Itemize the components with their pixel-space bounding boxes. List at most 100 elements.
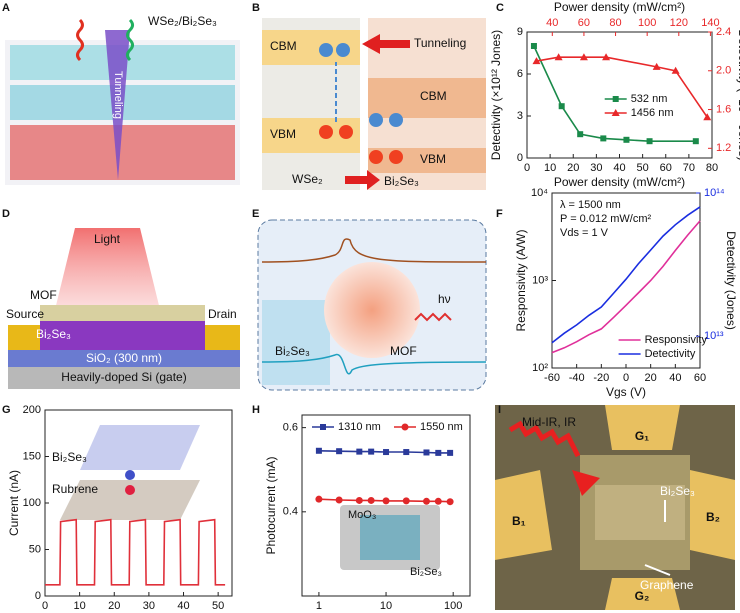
marker	[403, 449, 410, 456]
series-line	[551, 220, 701, 354]
legend-label: 1456 nm	[631, 107, 674, 119]
panel-letter: C	[496, 2, 504, 14]
electrode	[605, 578, 680, 610]
label: B₂	[706, 510, 720, 524]
legend-label: 1550 nm	[420, 421, 463, 433]
label: Heavily-doped Si (gate)	[61, 370, 186, 384]
marker	[671, 66, 680, 74]
x-tick-label: 100	[444, 600, 462, 612]
x-tick-label: 20	[567, 162, 579, 174]
marker	[447, 449, 454, 456]
electron	[319, 43, 333, 57]
y-tick-label: 0	[35, 590, 41, 602]
light-wave	[76, 18, 84, 62]
x-tick-label: 40	[613, 162, 625, 174]
label: SiO₂ (300 nm)	[86, 351, 162, 365]
x-tick-label: 50	[637, 162, 649, 174]
y-tick-label: 6	[517, 68, 523, 80]
x-tick-label: 1	[316, 600, 322, 612]
electron	[389, 113, 403, 127]
annotation: λ = 1500 nm	[560, 199, 621, 211]
y-axis-label: Detectivity (×10¹² Jones)	[489, 30, 503, 160]
x-tick-label: 0	[42, 600, 48, 612]
y-tick-label: 100	[23, 497, 41, 509]
x-tick-label: 30	[143, 600, 155, 612]
photon	[414, 312, 452, 322]
label: Bi₂Se₃	[384, 174, 419, 188]
marker	[600, 135, 607, 142]
x-axis-label: Power density (mW/cm²)	[554, 175, 685, 189]
panel-b: B CBM Tunneling VBM CBM VBM WSe₂ Bi₂Se₃	[252, 2, 486, 190]
x-tick-label: 60	[660, 162, 672, 174]
electrode	[690, 470, 735, 560]
marker	[532, 57, 541, 65]
y-axis-label: Photocurrent (mA)	[264, 456, 278, 554]
annotation: Vds = 1 V	[560, 227, 609, 239]
marker	[315, 447, 322, 454]
label: Bi₂Se₃	[275, 344, 310, 358]
inset-lattice	[60, 480, 200, 520]
label: Light	[94, 232, 121, 246]
x-tick-label: 60	[694, 372, 706, 384]
marker	[368, 448, 375, 455]
y-axis-label: Responsivity (A/W)	[514, 229, 528, 331]
series-line	[551, 206, 701, 344]
y-tick-label: 0	[517, 152, 523, 164]
label: WSe₂	[292, 172, 323, 186]
sio2	[8, 350, 240, 367]
x-tick-label: 30	[590, 162, 602, 174]
y2-tick-label: 2.0	[716, 65, 731, 77]
marker	[446, 498, 454, 506]
label: Mid-IR, IR	[522, 415, 576, 429]
marker	[423, 449, 430, 456]
electron	[125, 470, 135, 480]
x-tick-label: 10	[74, 600, 86, 612]
marker	[579, 53, 588, 61]
y-tick-label: 150	[23, 450, 41, 462]
bi2se3-region	[262, 300, 330, 385]
hole	[125, 485, 135, 495]
arrow	[345, 170, 380, 190]
y-axis-label: Current (nA)	[7, 470, 21, 536]
marker	[382, 497, 390, 505]
x-tick-label: -20	[593, 372, 609, 384]
label: CBM	[420, 89, 447, 103]
x-tick-label: 50	[212, 600, 224, 612]
y2-tick-label: 1.6	[716, 103, 731, 115]
label: hν	[438, 292, 451, 306]
y2-tick-label: 1.2	[716, 142, 731, 154]
bi2se3-layer	[10, 125, 235, 180]
ir-arrow	[572, 470, 600, 496]
x2-tick-label: 60	[578, 17, 590, 29]
y2-axis-label: Detectivity (×10¹⁰ Jones)	[736, 29, 740, 160]
label: Graphene	[640, 578, 694, 592]
marker	[315, 495, 323, 503]
x-tick-label: 20	[108, 600, 120, 612]
panel-letter: I	[498, 404, 501, 416]
label: G₁	[635, 429, 649, 443]
legend-label: Responsivity	[645, 334, 708, 346]
light-beam	[50, 228, 165, 330]
legend-label: 1310 nm	[338, 421, 381, 433]
x-tick-label: 10	[380, 600, 392, 612]
y-tick-label: 9	[517, 26, 523, 38]
panel-e: E Bi₂Se₃ MOF hν	[252, 208, 487, 391]
panel-letter: F	[496, 208, 503, 220]
label: MoO₃	[348, 509, 376, 521]
label: Drain	[208, 307, 237, 321]
x-tick-label: 0	[623, 372, 629, 384]
x2-tick-label: 140	[701, 17, 719, 29]
electron	[336, 43, 350, 57]
electrode	[605, 405, 680, 450]
label: Bi₂Se₃	[52, 450, 87, 464]
x2-tick-label: 40	[546, 17, 558, 29]
y-tick-label: 0.6	[283, 422, 298, 434]
x-tick-label: 10	[544, 162, 556, 174]
marker	[401, 423, 409, 431]
hole	[389, 150, 403, 164]
marker	[554, 53, 563, 61]
y2-axis-label: Detectivity (Jones)	[724, 231, 738, 330]
marker	[422, 497, 430, 505]
pointer	[644, 564, 671, 576]
